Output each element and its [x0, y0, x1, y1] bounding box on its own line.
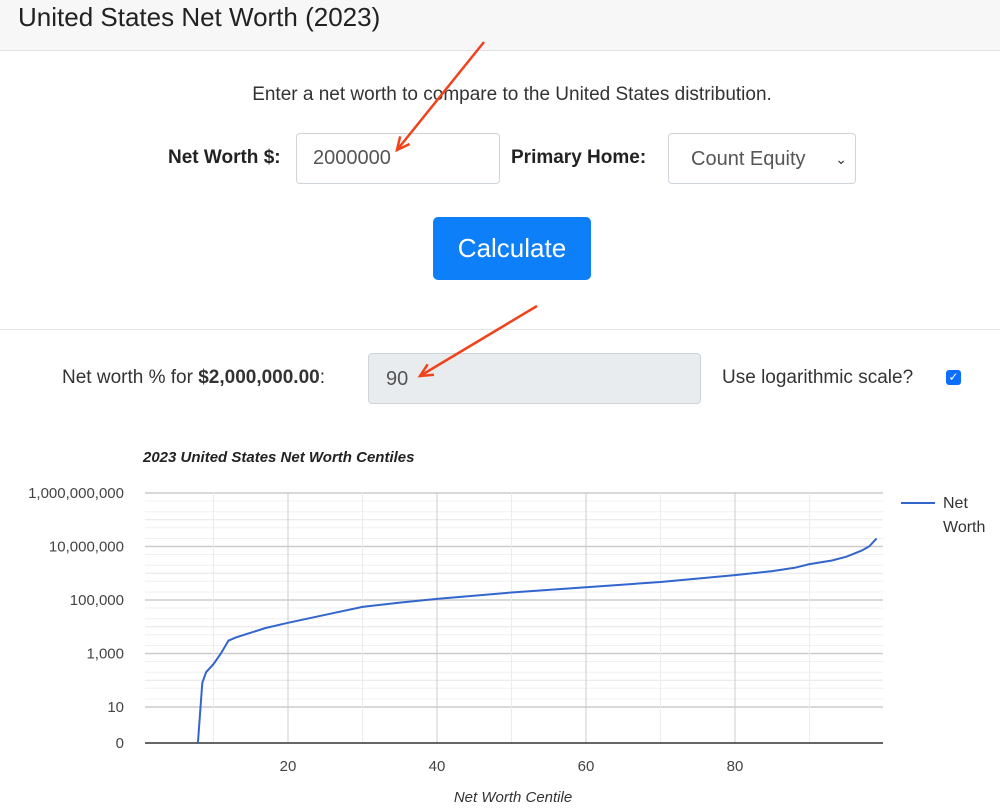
- y-tick-label: 1,000: [86, 646, 124, 663]
- primary-home-value: Count Equity: [691, 148, 806, 170]
- result-percent-field: 90: [368, 353, 701, 404]
- x-tick-label: 80: [727, 758, 744, 775]
- chart-title: 2023 United States Net Worth Centiles: [142, 449, 414, 466]
- x-tick-label: 60: [578, 758, 595, 775]
- annotation-arrow: [419, 304, 538, 378]
- primary-home-label: Primary Home:: [511, 147, 647, 168]
- result-amount: $2,000,000.00: [198, 367, 320, 388]
- x-tick-label: 20: [280, 758, 297, 775]
- legend-label-line1: Net: [943, 495, 968, 512]
- annotation-arrow: [396, 41, 485, 151]
- x-axis-label: Net Worth Centile: [454, 789, 572, 806]
- result-label-suffix: :: [319, 367, 326, 388]
- result-label: Net worth % for $2,000,000.00:: [62, 367, 325, 389]
- result-label-prefix: Net worth % for: [62, 367, 199, 388]
- checkmark-icon: ✓: [948, 370, 959, 384]
- y-tick-label: 10: [107, 699, 124, 716]
- log-scale-label: Use logarithmic scale?: [722, 367, 914, 388]
- chevron-down-icon: ⌄: [835, 151, 847, 167]
- intro-text: Enter a net worth to compare to the Unit…: [252, 84, 772, 105]
- log-scale-checkbox[interactable]: ✓: [946, 370, 961, 385]
- y-tick-label: 1,000,000,000: [28, 485, 124, 502]
- page-header: United States Net Worth (2023): [0, 0, 1000, 51]
- x-tick-label: 40: [429, 758, 446, 775]
- page-title: United States Net Worth (2023): [18, 2, 381, 32]
- y-tick-label: 10,000,000: [49, 539, 124, 556]
- series-line-net-worth: [196, 537, 878, 744]
- y-tick-label: 100,000: [70, 592, 124, 609]
- arrowhead-icon: [417, 363, 435, 378]
- calculate-button[interactable]: Calculate: [433, 217, 591, 280]
- y-tick-label: 0: [116, 735, 124, 752]
- primary-home-select[interactable]: Count Equity ⌄: [668, 133, 856, 184]
- arrowhead-icon: [395, 136, 411, 153]
- net-worth-label: Net Worth $:: [168, 147, 281, 168]
- legend-label-line2: Worth: [943, 519, 985, 536]
